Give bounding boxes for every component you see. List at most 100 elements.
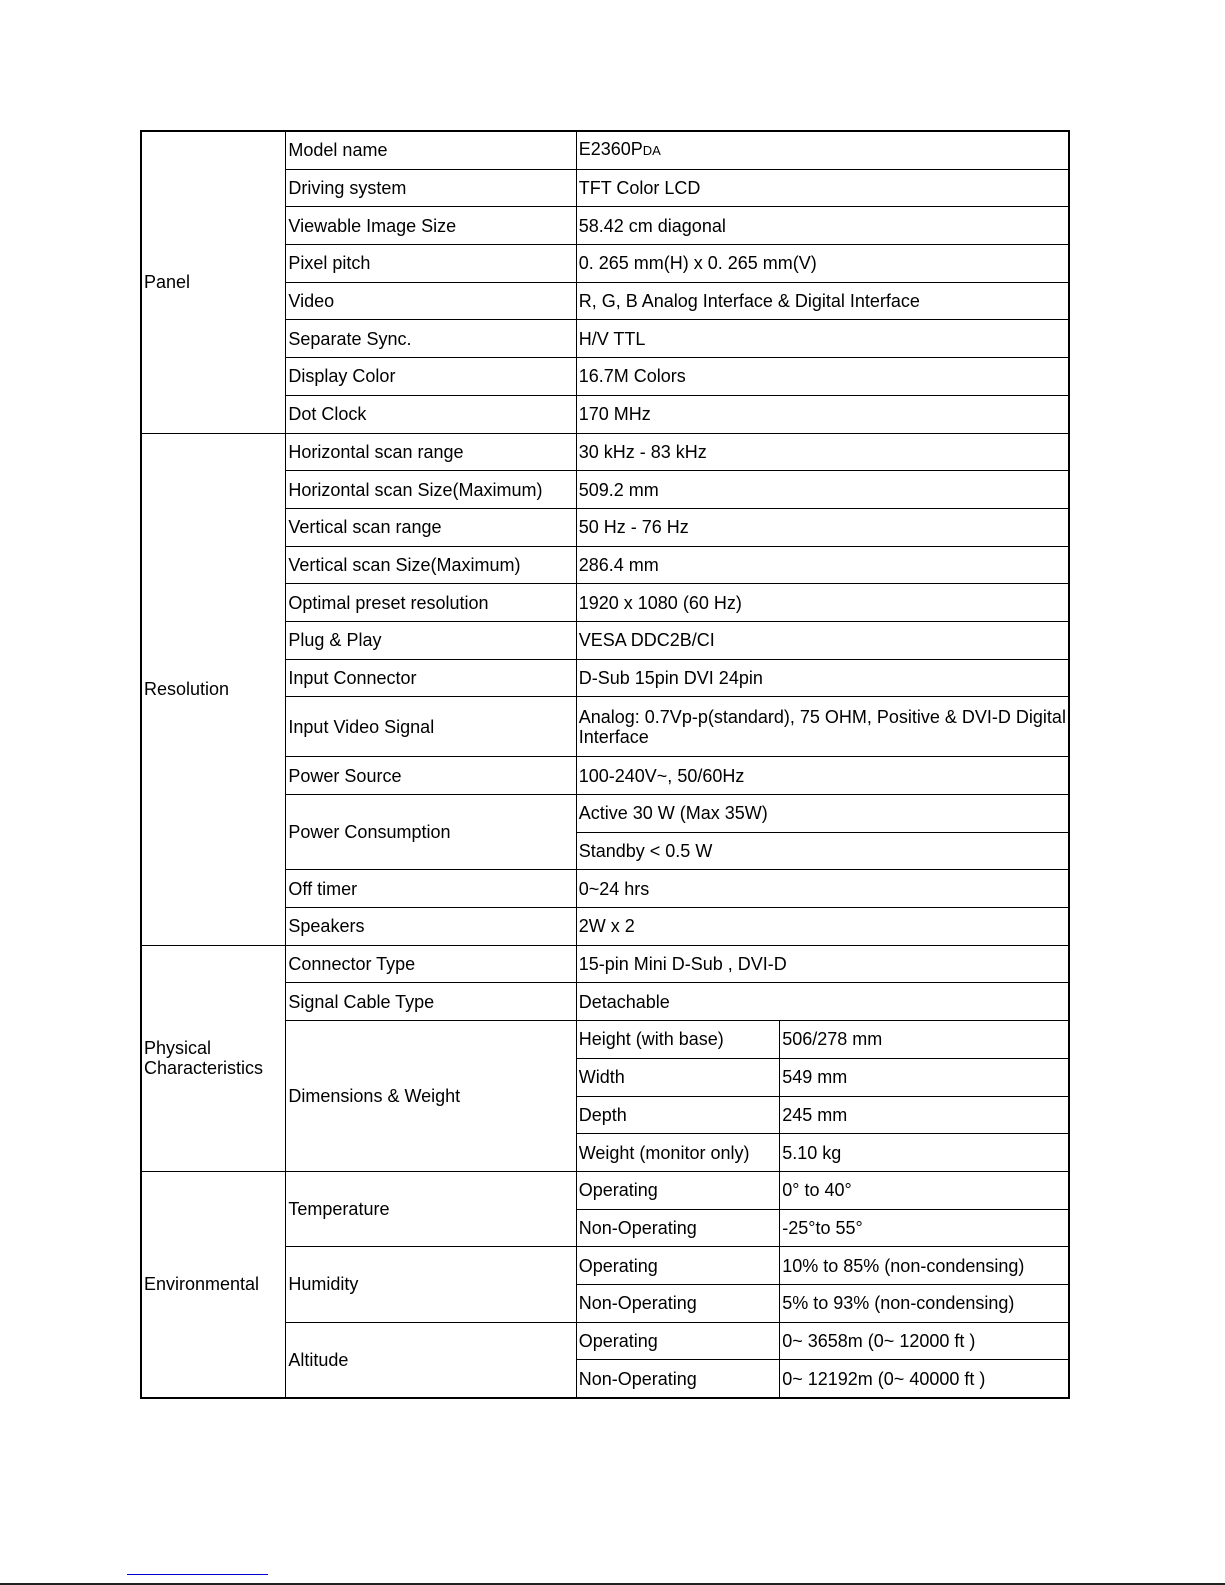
spec-label: Power Consumption: [285, 793, 577, 871]
spec-label: Humidity: [285, 1246, 577, 1323]
spec-label: Video: [285, 281, 577, 321]
spec-sub-value: 0~ 3658m (0~ 12000 ft ): [779, 1321, 1070, 1361]
table-row: Depth 245 mm: [141, 1095, 1070, 1135]
spec-label: Signal Cable Type: [285, 982, 577, 1022]
specification-table-body: Panel Model name E2360PDA Driving system TFT…: [140, 130, 1070, 1399]
table-row: Resolution Horizontal scan range 30 kHz - …: [140, 432, 1070, 946]
spec-sub-value: 245 mm: [779, 1095, 1070, 1135]
spec-sub-label: Depth: [575, 1095, 781, 1135]
page-bottom-edge: [0, 1583, 1225, 1585]
section-label: Resolution: [140, 432, 287, 946]
spec-value: Analog: 0.7Vp-p(standard), 75 OHM, Posit…: [575, 696, 1070, 758]
table-row: Dimensions & Weight Height (with base) 506…: [141, 1020, 1070, 1172]
table-row: Non-Operating 0~ 12192m (0~ 40000 ft ): [141, 1359, 1070, 1399]
spec-label: Dimensions & Weight: [285, 1020, 577, 1172]
spec-sub-label: Width: [575, 1057, 781, 1097]
spec-label: Vertical scan Size(Maximum): [285, 545, 577, 585]
spec-value: Detachable: [575, 982, 1070, 1022]
model-suffix: DA: [642, 143, 661, 159]
spec-label: Temperature: [285, 1170, 577, 1248]
section-label: Panel: [140, 130, 287, 434]
table-row: Weight (monitor only) 5.10 kg: [141, 1133, 1070, 1172]
spec-value: 0. 265 mm(H) x 0. 265 mm(V): [575, 244, 1070, 283]
model-name: E2360P: [578, 139, 643, 160]
spec-value: 2W x 2: [575, 907, 1070, 946]
spec-value: 16.7M Colors: [575, 357, 1070, 396]
spec-label: Optimal preset resolution: [285, 583, 577, 622]
table-row: Power Consumption Active 30 W (Max 35W): [141, 793, 1070, 871]
section-label: Physical Characteristics: [140, 944, 287, 1172]
spec-label: Pixel pitch: [285, 244, 577, 283]
table-row: Input Video Signal Analog: 0.7Vp-p(standa…: [141, 696, 1070, 758]
spec-sub-label: Operating: [575, 1246, 781, 1285]
spec-value: TFT Color LCD: [575, 168, 1070, 208]
spec-value: 1920 x 1080 (60 Hz): [575, 583, 1070, 622]
spec-value: 15-pin Mini D-Sub , DVI-D: [575, 944, 1070, 984]
table-row: Display Color 16.7M Colors: [141, 357, 1070, 396]
table-row: Viewable Image Size 58.42 cm diagonal: [141, 206, 1070, 246]
spec-value: VESA DDC2B/CI: [575, 620, 1070, 660]
spec-label: Power Source: [285, 756, 577, 795]
table-row: Humidity Operating 10% to 85% (non-condens…: [141, 1246, 1070, 1323]
spec-value: 58.42 cm diagonal: [575, 206, 1070, 246]
spec-label: Altitude: [285, 1321, 577, 1399]
spec-value: 170 MHz: [575, 394, 1070, 434]
specification-table: Panel Model name E2360PDA Driving system TFT…: [140, 130, 1070, 1399]
spec-label: Horizontal scan range: [285, 432, 577, 472]
spec-value: 30 kHz - 83 kHz: [575, 432, 1070, 472]
table-row: Width 549 mm: [141, 1057, 1070, 1097]
table-row: Power Source 100-240V~, 50/60Hz: [141, 756, 1070, 795]
spec-label: Plug & Play: [285, 620, 577, 660]
spec-label: Dot Clock: [285, 394, 577, 434]
table-row: Dot Clock 170 MHz: [141, 394, 1070, 434]
spec-sub-label: Operating: [575, 1170, 781, 1210]
table-row: Non-Operating -25°to 55°: [141, 1208, 1070, 1248]
spec-value: 286.4 mm: [575, 545, 1070, 585]
spec-value: R, G, B Analog Interface & Digital Inter…: [575, 281, 1070, 321]
table-row: Non-Operating 5% to 93% (non-condensing): [141, 1283, 1070, 1323]
table-row: Environmental Temperature Operating 0° to 4…: [140, 1170, 1070, 1399]
spec-label: Input Video Signal: [285, 696, 577, 758]
spec-sub-value: -25°to 55°: [779, 1208, 1070, 1248]
spec-sub-label: Weight (monitor only): [575, 1133, 781, 1172]
spec-label: Vertical scan range: [285, 507, 577, 547]
spec-label: Horizontal scan Size(Maximum): [285, 470, 577, 509]
spec-sub-value: 0~ 12192m (0~ 40000 ft ): [779, 1359, 1070, 1399]
spec-value: H/V TTL: [575, 319, 1070, 359]
spec-value: 100-240V~, 50/60Hz: [575, 756, 1070, 795]
spec-sub-value: 549 mm: [779, 1057, 1070, 1097]
spec-sub-label: Non-Operating: [575, 1283, 781, 1323]
spec-value: 0~24 hrs: [575, 869, 1070, 909]
spec-sub-label: Operating: [575, 1321, 781, 1361]
table-row: Vertical scan Size(Maximum) 286.4 mm: [141, 545, 1070, 585]
spec-label: Viewable Image Size: [285, 206, 577, 246]
spec-sub-value: 10% to 85% (non-condensing): [779, 1246, 1070, 1285]
table-row: Off timer 0~24 hrs: [141, 869, 1070, 909]
spec-value: E2360PDA: [575, 130, 1070, 170]
table-row: Driving system TFT Color LCD: [141, 168, 1070, 208]
spec-label: Driving system: [285, 168, 577, 208]
table-row: Speakers 2W x 2: [141, 907, 1070, 946]
spec-value: Active 30 W (Max 35W): [575, 794, 1070, 833]
table-row: Video R, G, B Analog Interface & Digital …: [141, 281, 1070, 321]
spec-sub-label: Non-Operating: [575, 1359, 781, 1399]
spec-sub-value: 5.10 kg: [779, 1133, 1070, 1172]
table-row: Pixel pitch 0. 265 mm(H) x 0. 265 mm(V): [141, 244, 1070, 283]
table-row: Horizontal scan Size(Maximum) 509.2 mm: [141, 470, 1070, 509]
spec-sub-value: 0° to 40°: [779, 1170, 1070, 1210]
spec-sub-label: Height (with base): [575, 1020, 781, 1059]
spec-sub-value: 506/278 mm: [779, 1020, 1070, 1059]
table-row: Standby < 0.5 W: [141, 831, 1070, 871]
spec-sub-label: Non-Operating: [575, 1208, 781, 1248]
table-row: Separate Sync. H/V TTL: [141, 319, 1070, 359]
spec-value: 50 Hz - 76 Hz: [575, 507, 1070, 547]
spec-value: Standby < 0.5 W: [575, 831, 1070, 871]
spec-label: Off timer: [285, 869, 577, 909]
spec-label: Separate Sync.: [285, 319, 577, 359]
spec-value: D-Sub 15pin DVI 24pin: [575, 658, 1070, 698]
table-row: Physical Characteristics Connector Type 15…: [140, 944, 1070, 1172]
table-row: Plug & Play VESA DDC2B/CI: [141, 620, 1070, 660]
spec-label: Input Connector: [285, 658, 577, 698]
table-row: Panel Model name E2360PDA: [140, 130, 1070, 434]
hyperlink-underline[interactable]: [127, 1574, 268, 1575]
